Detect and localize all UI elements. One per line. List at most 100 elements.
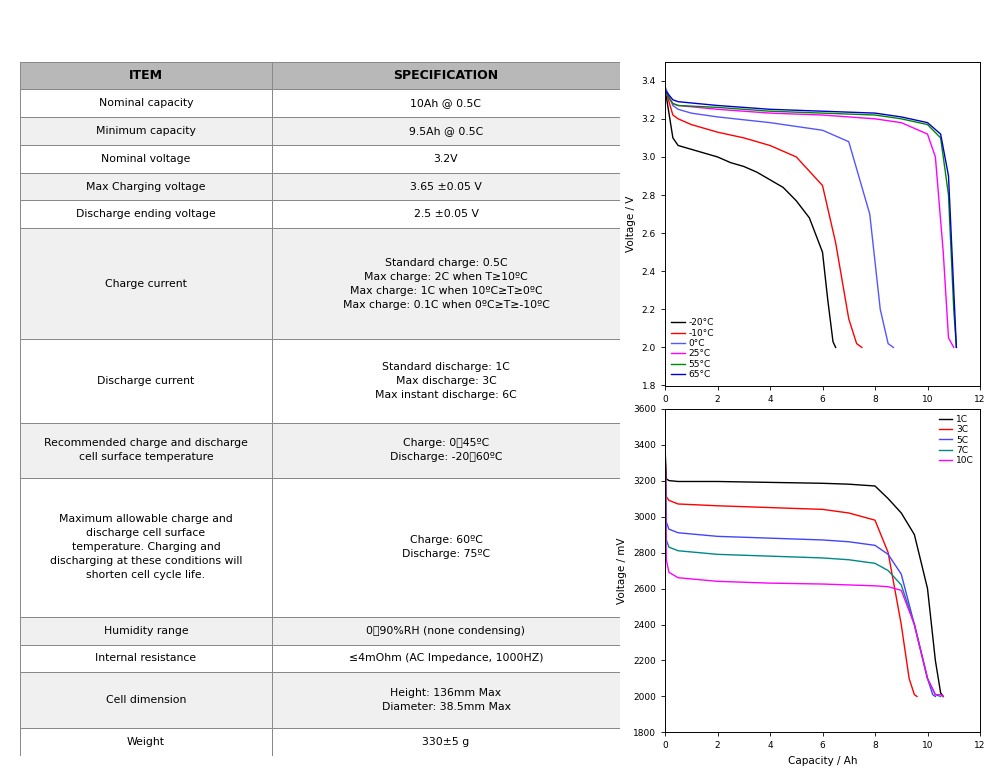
3C [903, 674, 915, 683]
Line: 10C: 10C [665, 446, 943, 696]
10C [843, 581, 855, 590]
Text: Minimum capacity: Minimum capacity [96, 126, 196, 136]
Bar [272, 173, 620, 200]
5C [816, 535, 828, 544]
55°C [712, 103, 724, 112]
10C [672, 573, 684, 582]
5C [712, 532, 724, 541]
65°C [672, 97, 684, 106]
Bar [20, 117, 272, 145]
Text: Max Charging voltage: Max Charging voltage [86, 182, 206, 191]
5C [895, 570, 907, 579]
Text: Internal resistance: Internal resistance [95, 654, 197, 663]
-10°C [856, 343, 868, 352]
1C [935, 689, 947, 698]
10C [816, 580, 828, 589]
0°C [816, 126, 828, 135]
1C [882, 494, 894, 503]
3C [911, 692, 923, 701]
Bar [272, 672, 620, 728]
65°C [935, 130, 947, 139]
7C [935, 692, 947, 701]
5C [922, 674, 934, 683]
Bar [20, 200, 272, 228]
0°C [874, 305, 886, 314]
3C [764, 503, 776, 512]
5C [659, 442, 671, 451]
55°C [667, 99, 679, 108]
3C [882, 548, 894, 557]
5C [660, 517, 672, 527]
55°C [935, 133, 947, 143]
Text: SPECIFICATION: SPECIFICATION [393, 69, 499, 82]
25°C [942, 333, 954, 342]
Line: 3C: 3C [665, 446, 917, 696]
3C [895, 620, 907, 629]
-10°C [830, 238, 842, 247]
Bar [20, 145, 272, 173]
25°C [948, 343, 960, 352]
Bar [272, 728, 620, 756]
Bar [272, 228, 620, 339]
-20°C [667, 133, 679, 143]
5C [927, 690, 939, 699]
7C [882, 566, 894, 575]
-20°C [685, 145, 697, 154]
Text: Standard discharge: 1C
Max discharge: 3C
Max instant discharge: 6C: Standard discharge: 1C Max discharge: 3C… [375, 362, 517, 400]
1C [843, 480, 855, 489]
25°C [922, 130, 934, 139]
0°C [712, 113, 724, 122]
25°C [712, 105, 724, 114]
Text: ≤4mOhm (AC Impedance, 1000HZ): ≤4mOhm (AC Impedance, 1000HZ) [349, 654, 543, 663]
0°C [764, 118, 776, 127]
55°C [659, 88, 671, 97]
55°C [948, 305, 960, 314]
10C [660, 555, 672, 564]
1C [869, 481, 881, 490]
0°C [667, 101, 679, 110]
Text: Maximum allowable charge and
discharge cell surface
temperature. Charging and
di: Maximum allowable charge and discharge c… [50, 514, 242, 581]
-10°C [816, 181, 828, 190]
-20°C [827, 337, 839, 346]
Text: 330±5 g: 330±5 g [422, 737, 470, 746]
X-axis label: Capacity / Ah: Capacity / Ah [788, 756, 857, 766]
Line: 7C: 7C [665, 446, 941, 696]
Bar [20, 728, 272, 756]
65°C [659, 86, 671, 95]
Text: Recommended charge and discharge
cell surface temperature: Recommended charge and discharge cell su… [44, 438, 248, 463]
Text: 0～90%RH (none condensing): 0～90%RH (none condensing) [366, 626, 526, 635]
Text: Nominal voltage: Nominal voltage [101, 154, 191, 163]
55°C [816, 109, 828, 118]
7C [843, 555, 855, 564]
Legend: -20°C, -10°C, 0°C, 25°C, 55°C, 65°C: -20°C, -10°C, 0°C, 25°C, 55°C, 65°C [670, 317, 716, 381]
7C [869, 559, 881, 568]
1C [908, 530, 920, 539]
-20°C [672, 141, 684, 150]
Bar [20, 645, 272, 672]
Line: -10°C: -10°C [665, 89, 862, 348]
0°C [659, 82, 671, 91]
10C [929, 690, 941, 699]
Bar [272, 617, 620, 645]
3C [672, 500, 684, 509]
1C [937, 692, 949, 701]
Line: 5C: 5C [665, 446, 935, 696]
Text: Nominal capacity: Nominal capacity [99, 99, 193, 108]
10C [935, 690, 947, 699]
-10°C [659, 84, 671, 93]
10C [712, 577, 724, 586]
Text: Discharge ending voltage: Discharge ending voltage [76, 210, 216, 219]
7C [672, 546, 684, 555]
10C [659, 442, 671, 451]
Bar [20, 423, 272, 478]
Bar [20, 173, 272, 200]
Bar [272, 478, 620, 617]
5C [672, 528, 684, 537]
25°C [764, 109, 776, 118]
-20°C [830, 343, 842, 352]
25°C [816, 110, 828, 120]
-20°C [790, 196, 802, 205]
Bar [272, 339, 620, 423]
-10°C [667, 110, 679, 120]
65°C [950, 343, 962, 352]
